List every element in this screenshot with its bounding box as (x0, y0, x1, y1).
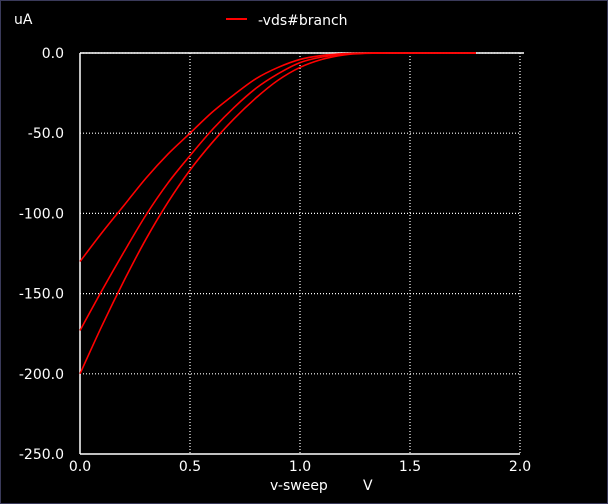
y-tick-label: -200.0 (19, 367, 64, 383)
x-tick-label: 1.5 (399, 459, 421, 475)
series-line-1 (79, 52, 476, 263)
y-tick-label: -150.0 (19, 287, 64, 303)
x-tick-label: 0.0 (69, 459, 91, 475)
series-line-2 (79, 52, 476, 331)
y-tick-label: -50.0 (28, 126, 64, 142)
x-tick-label: 1.0 (289, 459, 311, 475)
x-tick-label: 2.0 (509, 459, 531, 475)
legend-label: -vds#branch (258, 13, 348, 29)
x-tick-label: 0.5 (179, 459, 201, 475)
y-tick-label: -250.0 (19, 447, 64, 463)
series-line-3 (79, 52, 476, 375)
x-axis-unit-label: V (363, 478, 373, 494)
y-tick-label: -100.0 (19, 206, 64, 222)
y-axis-unit-label: uA (14, 12, 33, 28)
x-axis-label: v-sweep (270, 478, 328, 494)
y-tick-label: 0.0 (42, 46, 64, 62)
